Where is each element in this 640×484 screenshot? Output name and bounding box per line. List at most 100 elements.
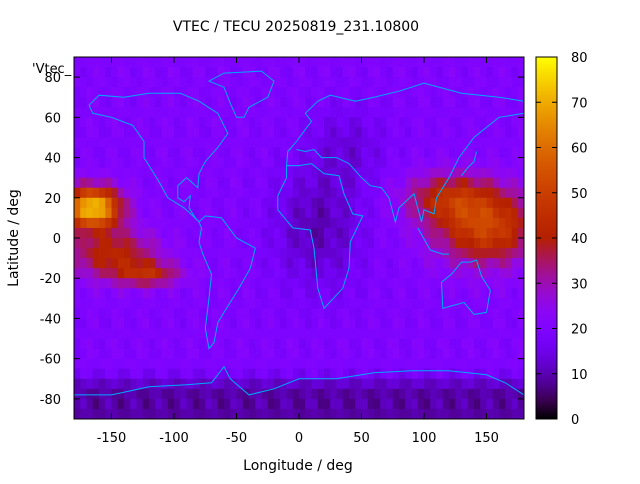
heatmap-cell	[186, 187, 194, 199]
heatmap-cell	[317, 157, 325, 169]
heatmap-cell	[124, 97, 131, 108]
heatmap-cell	[205, 157, 212, 169]
heatmap-cell	[367, 338, 375, 350]
heatmap-cell	[355, 298, 362, 309]
heatmap-cell	[511, 288, 519, 299]
heatmap-cell	[330, 117, 337, 128]
heatmap-cell	[474, 288, 481, 299]
heatmap-cell	[130, 258, 137, 269]
heatmap-cell	[467, 207, 475, 219]
heatmap-cell	[242, 177, 250, 189]
heatmap-cell	[436, 167, 444, 179]
heatmap-cell	[461, 57, 469, 68]
heatmap-cell	[399, 117, 406, 128]
heatmap-cell	[330, 368, 337, 380]
heatmap-cell	[124, 408, 131, 420]
heatmap-cell	[455, 177, 462, 189]
y-tick-label: 60	[44, 111, 61, 126]
heatmap-cell	[374, 288, 381, 299]
heatmap-cell	[449, 197, 456, 209]
heatmap-cell	[80, 137, 87, 148]
heatmap-cell	[355, 248, 362, 259]
heatmap-cell	[242, 358, 250, 370]
heatmap-cell	[342, 268, 350, 279]
heatmap-cell	[124, 368, 131, 380]
heatmap-cell	[180, 167, 187, 179]
heatmap-cell	[486, 408, 494, 420]
heatmap-cell	[267, 268, 275, 279]
heatmap-cell	[417, 258, 425, 269]
heatmap-cell	[249, 358, 256, 370]
heatmap-cell	[192, 298, 200, 309]
heatmap-cell	[249, 167, 256, 179]
heatmap-cell	[430, 408, 437, 420]
heatmap-cell	[392, 278, 400, 289]
heatmap-cell	[480, 97, 487, 108]
heatmap-cell	[467, 388, 475, 400]
heatmap-cell	[105, 177, 112, 189]
heatmap-cell	[330, 77, 337, 88]
heatmap-cell	[111, 378, 119, 390]
heatmap-cell	[261, 378, 269, 390]
heatmap-cell	[180, 67, 187, 78]
heatmap-cell	[449, 368, 456, 380]
heatmap-cell	[455, 187, 462, 199]
heatmap-cell	[74, 197, 81, 209]
heatmap-cell	[274, 318, 281, 329]
heatmap-cell	[111, 268, 119, 279]
heatmap-cell	[324, 187, 331, 199]
heatmap-cell	[336, 398, 344, 410]
heatmap-cell	[355, 97, 362, 108]
heatmap-cell	[261, 57, 269, 68]
heatmap-cell	[255, 238, 262, 249]
heatmap-cell	[274, 157, 281, 169]
heatmap-cell	[486, 117, 494, 128]
heatmap-cell	[324, 57, 331, 68]
heatmap-cell	[86, 348, 94, 360]
heatmap-cell	[74, 328, 81, 339]
heatmap-cell	[180, 77, 187, 88]
heatmap-cell	[149, 57, 156, 68]
heatmap-cell	[280, 368, 287, 380]
heatmap-cell	[286, 408, 294, 420]
heatmap-cell	[92, 107, 100, 118]
heatmap-cell	[455, 258, 462, 269]
heatmap-cell	[149, 298, 156, 309]
heatmap-cell	[211, 238, 219, 249]
heatmap-cell	[499, 177, 506, 189]
heatmap-cell	[286, 298, 294, 309]
heatmap-cell	[167, 268, 175, 279]
heatmap-cell	[424, 328, 431, 339]
heatmap-cell	[355, 87, 362, 98]
heatmap-cell	[205, 238, 212, 249]
heatmap-cell	[161, 87, 169, 98]
heatmap-cell	[430, 248, 437, 259]
heatmap-cell	[386, 187, 394, 199]
heatmap-cell	[299, 388, 306, 400]
heatmap-cell	[480, 258, 487, 269]
heatmap-cell	[92, 238, 100, 249]
heatmap-cell	[199, 238, 206, 249]
heatmap-cell	[280, 227, 287, 239]
heatmap-cell	[367, 197, 375, 209]
heatmap-cell	[274, 298, 281, 309]
heatmap-cell	[136, 348, 144, 360]
heatmap-cell	[255, 408, 262, 420]
heatmap-cell	[92, 288, 100, 299]
heatmap-cell	[367, 87, 375, 98]
heatmap-cell	[361, 157, 369, 169]
heatmap-cell	[349, 107, 356, 118]
heatmap-cell	[86, 217, 94, 229]
heatmap-cell	[224, 207, 231, 219]
heatmap-cell	[392, 348, 400, 360]
heatmap-cell	[430, 358, 437, 370]
heatmap-cell	[336, 298, 344, 309]
heatmap-cell	[136, 278, 144, 289]
heatmap-cell	[180, 117, 187, 128]
heatmap-cell	[430, 127, 437, 138]
heatmap-cell	[74, 378, 81, 390]
heatmap-cell	[511, 358, 519, 370]
heatmap-cell	[155, 147, 162, 158]
heatmap-cell	[411, 238, 419, 249]
heatmap-cell	[436, 238, 444, 249]
